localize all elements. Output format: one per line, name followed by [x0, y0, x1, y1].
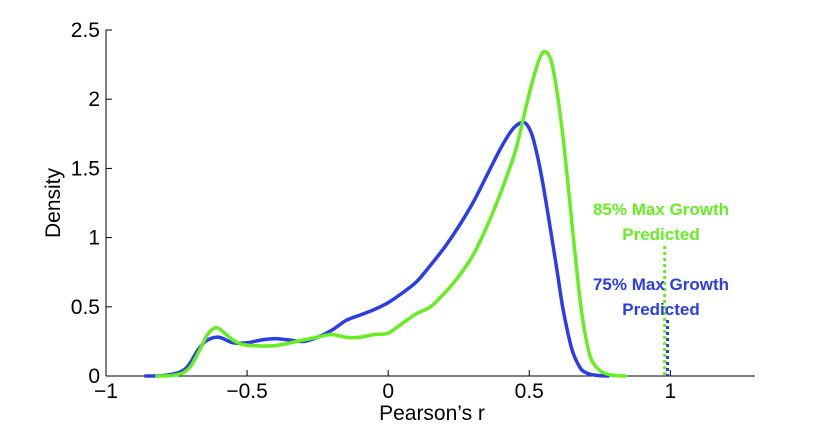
plot-axes [105, 30, 755, 377]
series-layer [143, 49, 627, 378]
x-ticks: −1 −0.5 0 0.5 1 [94, 370, 676, 403]
y-tick-label: 2 [88, 88, 100, 111]
green-density-line [155, 49, 627, 378]
x-tick-label: 1 [665, 380, 677, 403]
marker-layer: 85% Max Growth Predicted 75% Max Growth Pre… [593, 200, 729, 376]
y-tick-label: 1 [88, 227, 100, 250]
y-tick-label: 0.5 [71, 296, 100, 319]
marker-annotation: 75% Max Growth [593, 275, 729, 294]
y-tick-label: 1.5 [71, 157, 100, 180]
marker-annotation: 85% Max Growth [593, 200, 729, 219]
x-axis-label: Pearson’s r [379, 402, 485, 425]
x-tick-label: −1 [94, 380, 118, 403]
y-tick-label: 0 [88, 365, 100, 388]
x-tick-label: 0.5 [515, 380, 544, 403]
blue-density-line [143, 120, 611, 378]
y-ticks: 0 0.5 1 1.5 2 2.5 [71, 19, 112, 388]
x-tick-label: −0.5 [226, 380, 267, 403]
marker-annotation: Predicted [622, 300, 699, 319]
y-axis-label: Density [42, 167, 65, 238]
x-tick-label: 0 [382, 380, 394, 403]
marker-annotation: Predicted [622, 225, 699, 244]
y-tick-label: 2.5 [71, 19, 100, 42]
